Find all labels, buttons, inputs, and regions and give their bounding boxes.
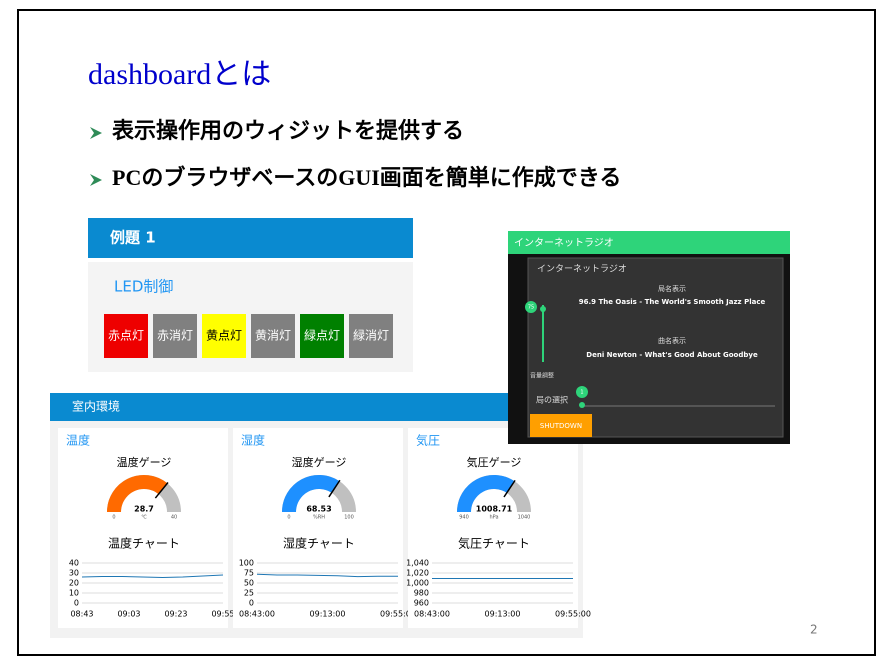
x-tick-label: 09:55:00 [380, 610, 416, 619]
gauge-value: 28.7 [134, 505, 154, 514]
gauge-value: 1008.71 [476, 505, 513, 514]
env-title: 室内環境 [72, 399, 120, 414]
volume-handle [540, 306, 546, 312]
gauge-value: 68.53 [306, 505, 331, 514]
gauge-title: 湿度ゲージ [292, 455, 347, 469]
y-tick-label: 1,040 [406, 559, 429, 568]
x-tick-label: 08:43:00 [414, 610, 450, 619]
gauge-max: 40 [171, 515, 177, 521]
chart-title: 温度チャート [108, 536, 180, 551]
y-tick-label: 40 [69, 559, 79, 568]
station-name: 96.9 The Oasis - The World's Smooth Jazz… [579, 298, 766, 306]
led-button[interactable] [153, 314, 197, 358]
led-button-label: 黄点灯 [206, 329, 242, 343]
gauge-unit: hPa [489, 515, 498, 521]
chart-line [256, 573, 398, 578]
y-tick-label: 20 [69, 579, 79, 588]
led-button[interactable] [202, 314, 246, 358]
y-tick-label: 75 [244, 569, 254, 578]
gauge-fill [107, 475, 168, 513]
y-tick-label: 1,000 [406, 579, 429, 588]
led-card-title: LED制御 [114, 278, 173, 296]
slide-title: dashboardとは [88, 58, 271, 91]
shutdown-label: SHUTDOWN [540, 422, 582, 430]
gauge-title: 温度ゲージ [117, 455, 172, 469]
radio-card [527, 257, 784, 438]
env-header [50, 393, 583, 421]
volume-knob [525, 301, 537, 313]
led-button-label: 黄消灯 [255, 329, 291, 343]
led-button[interactable] [251, 314, 295, 358]
gauge-unit: ℃ [141, 515, 147, 521]
y-tick-label: 10 [69, 589, 79, 598]
led-button[interactable] [104, 314, 148, 358]
gauge-needle [503, 479, 516, 498]
song-name: Deni Newton - What's Good About Goodbye [586, 351, 758, 359]
song-label: 曲名表示 [658, 336, 686, 345]
volume-label: 音量調整 [530, 372, 554, 380]
env-card-title: 湿度 [241, 433, 265, 448]
example-title: 例題 1 [110, 229, 156, 247]
bullet-text: PCのブラウザベースのGUI画面を簡単に作成できる [112, 165, 621, 190]
gauge-needle [328, 479, 341, 498]
y-tick-label: 100 [239, 559, 254, 568]
env-card-title: 温度 [66, 433, 90, 448]
radio-header-title: インターネットラジオ [514, 237, 614, 249]
x-tick-label: 09:55:00 [555, 610, 591, 619]
led-button[interactable] [300, 314, 344, 358]
x-tick-label: 09:55 [211, 610, 234, 619]
chart-title: 気圧チャート [458, 536, 530, 551]
station-label: 局名表示 [658, 284, 686, 293]
page-number: 2 [810, 623, 818, 637]
gauge-max: 1040 [518, 515, 531, 521]
y-tick-label: 25 [244, 589, 254, 598]
radio-header [508, 231, 790, 254]
volume-value: 75 [528, 305, 534, 311]
gauge-min: 0 [112, 515, 115, 521]
y-tick-label: 960 [414, 599, 429, 608]
bullet-arrow [90, 174, 102, 186]
led-button[interactable] [349, 314, 393, 358]
env-card-title: 気圧 [416, 433, 440, 448]
led-button-label: 赤点灯 [108, 329, 144, 343]
gauge-fill [282, 475, 340, 513]
example-header [88, 218, 413, 258]
chart-title: 湿度チャート [283, 536, 355, 551]
y-tick-label: 980 [414, 589, 429, 598]
gauge-title: 気圧ゲージ [467, 455, 522, 469]
station-value: 1 [580, 390, 583, 396]
chart-line [81, 574, 224, 579]
x-tick-label: 09:13:00 [310, 610, 346, 619]
y-tick-label: 0 [249, 599, 254, 608]
env-card [58, 428, 228, 628]
gauge-unit: %RH [313, 515, 325, 521]
y-tick-label: 50 [244, 579, 254, 588]
led-button-label: 緑消灯 [353, 328, 389, 343]
led-button-label: 緑点灯 [304, 328, 340, 343]
env-card [233, 428, 403, 628]
gauge-min: 0 [287, 515, 290, 521]
x-tick-label: 09:23 [164, 610, 187, 619]
y-tick-label: 30 [69, 569, 79, 578]
x-tick-label: 08:43 [70, 610, 93, 619]
shutdown-button[interactable] [530, 414, 592, 437]
x-tick-label: 08:43:00 [239, 610, 275, 619]
led-button-label: 赤消灯 [157, 329, 193, 343]
gauge-fill [457, 475, 515, 513]
radio-card-title: インターネットラジオ [537, 264, 627, 275]
env-card [408, 428, 578, 628]
x-tick-label: 09:03 [117, 610, 140, 619]
station-handle [579, 402, 585, 408]
x-tick-label: 09:13:00 [485, 610, 521, 619]
gauge-max: 100 [344, 515, 354, 521]
gauge-min: 940 [459, 515, 469, 521]
select-label: 局の選択 [536, 395, 568, 405]
y-tick-label: 1,020 [406, 569, 429, 578]
bullet-text: 表示操作用のウィジットを提供する [112, 118, 464, 143]
bullet-arrow [90, 127, 102, 139]
gauge-needle [154, 482, 169, 499]
station-knob [576, 386, 588, 398]
y-tick-label: 0 [74, 599, 79, 608]
